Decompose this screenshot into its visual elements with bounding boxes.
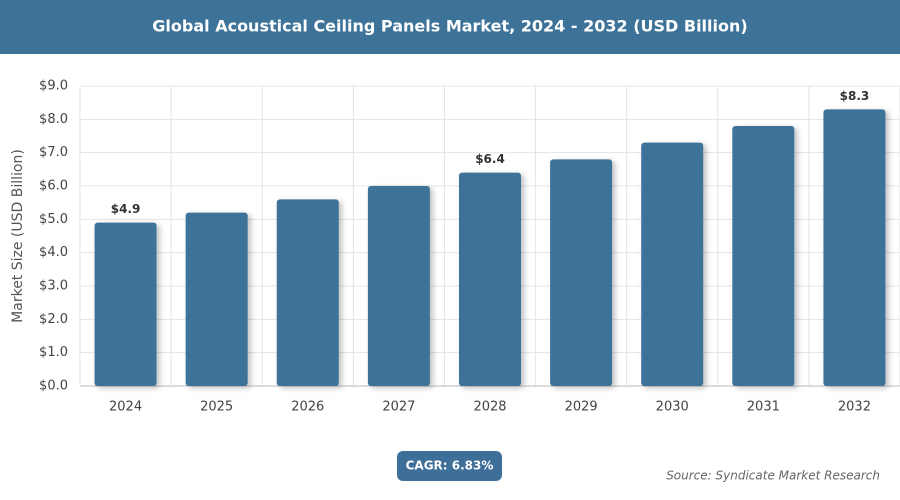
value-label: $6.4 — [475, 152, 505, 166]
cagr-badge — [397, 451, 502, 481]
y-tick-label: $0.0 — [39, 379, 68, 394]
source-note: Source: Syndicate Market Research — [666, 469, 880, 483]
y-tick-label: $8.0 — [39, 112, 68, 127]
bar — [732, 126, 795, 386]
chart-title: Global Acoustical Ceiling Panels Market,… — [152, 17, 747, 36]
bar — [459, 172, 521, 386]
y-axis-label: Market Size (USD Billion) — [10, 149, 26, 323]
cagr-label: CAGR: 6.83% — [406, 459, 494, 473]
y-tick-label: $4.0 — [39, 245, 68, 260]
y-tick-label: $7.0 — [39, 145, 68, 160]
bar — [641, 142, 704, 386]
x-tick-label: 2024 — [109, 400, 142, 415]
y-tick-label: $2.0 — [39, 312, 68, 327]
bar — [823, 109, 886, 386]
x-tick-label: 2030 — [656, 400, 689, 415]
x-tick-label: 2026 — [291, 400, 324, 415]
value-label: $8.3 — [840, 89, 870, 103]
y-tick-label: $6.0 — [39, 179, 68, 194]
x-tick-label: 2031 — [747, 400, 780, 415]
y-tick-label: $1.0 — [39, 345, 68, 360]
bar — [550, 159, 613, 386]
x-tick-label: 2032 — [838, 400, 871, 415]
value-label: $4.9 — [111, 202, 141, 216]
x-tick-label: 2025 — [200, 400, 233, 415]
bar — [367, 186, 430, 386]
bar — [276, 199, 339, 386]
y-tick-label: $9.0 — [39, 79, 68, 94]
y-tick-label: $5.0 — [39, 212, 68, 227]
y-tick-label: $3.0 — [39, 279, 68, 294]
header-band — [0, 0, 900, 54]
x-tick-label: 2029 — [565, 400, 598, 415]
x-tick-label: 2027 — [382, 400, 415, 415]
bar — [185, 212, 248, 386]
x-tick-label: 2028 — [473, 400, 506, 415]
bar — [94, 222, 157, 386]
